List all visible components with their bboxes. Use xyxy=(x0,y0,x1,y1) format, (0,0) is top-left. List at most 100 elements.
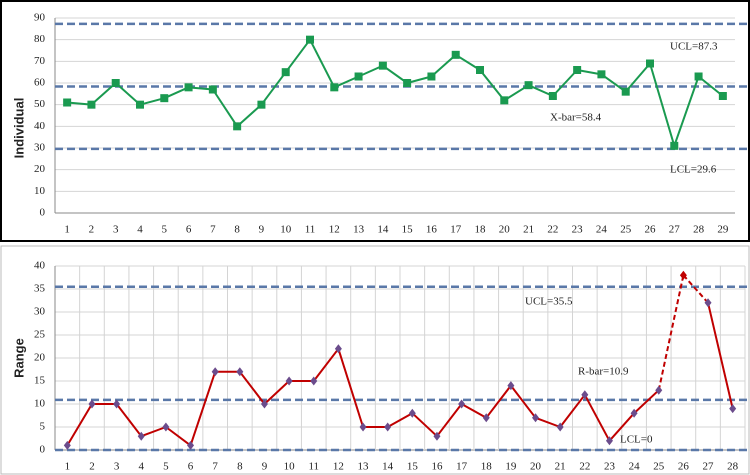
point xyxy=(236,367,244,377)
point xyxy=(334,344,342,354)
line-segment xyxy=(284,39,311,73)
x-tick-label: 20 xyxy=(530,461,542,473)
x-tick-label: 15 xyxy=(402,224,414,236)
point xyxy=(646,59,654,68)
x-tick-label: 15 xyxy=(407,461,419,473)
point xyxy=(285,376,293,386)
control-label: UCL=87.3 xyxy=(670,41,718,53)
line-segment xyxy=(608,412,635,442)
line-segment xyxy=(576,69,602,76)
point xyxy=(359,422,367,432)
y-tick-label: 0 xyxy=(40,444,46,456)
point xyxy=(704,298,712,308)
x-tick-label: 17 xyxy=(456,461,468,473)
point xyxy=(233,122,242,131)
point xyxy=(694,72,703,81)
x-tick-label: 6 xyxy=(186,224,192,236)
point xyxy=(87,100,96,109)
x-tick-label: 16 xyxy=(431,461,443,473)
control-label: UCL=35.5 xyxy=(525,296,573,308)
point xyxy=(573,66,582,74)
point xyxy=(556,422,564,432)
point xyxy=(408,408,416,418)
point xyxy=(451,50,460,59)
line-segment xyxy=(309,39,336,88)
x-tick-label: 10 xyxy=(284,461,296,473)
point xyxy=(621,87,630,96)
point xyxy=(63,440,71,450)
y-tick-label: 5 xyxy=(40,421,46,433)
line-segment xyxy=(236,103,263,128)
line-segment xyxy=(673,76,700,147)
x-tick-label: 7 xyxy=(212,461,218,473)
x-tick-label: 25 xyxy=(620,224,632,236)
point xyxy=(187,440,195,450)
y-tick-label: 90 xyxy=(34,12,46,24)
point xyxy=(162,422,170,432)
line-segment xyxy=(624,62,651,93)
line-segment xyxy=(633,389,660,414)
line-segment xyxy=(139,97,165,106)
line-segment xyxy=(583,394,611,442)
x-tick-label: 19 xyxy=(505,461,517,473)
point xyxy=(476,66,484,74)
x-tick-label: 23 xyxy=(572,224,584,236)
x-tick-label: 13 xyxy=(353,224,365,236)
y-tick-label: 40 xyxy=(34,260,46,272)
point xyxy=(718,92,727,100)
line-segment xyxy=(479,69,506,101)
x-tick-label: 24 xyxy=(596,224,608,236)
point xyxy=(63,98,72,107)
y-tick-label: 0 xyxy=(40,207,46,219)
x-tick-label: 24 xyxy=(629,461,641,473)
point xyxy=(354,72,363,81)
point xyxy=(88,399,96,409)
x-tick-label: 18 xyxy=(481,461,493,473)
line-segment xyxy=(528,84,554,97)
y-tick-label: 40 xyxy=(34,120,46,132)
point xyxy=(655,385,663,395)
y-tick-label: 25 xyxy=(34,329,46,341)
x-tick-label: 14 xyxy=(382,461,394,473)
control-label: LCL=29.6 xyxy=(670,164,717,176)
point xyxy=(482,413,490,423)
line-segment xyxy=(461,403,487,419)
line-segment xyxy=(312,348,340,382)
point xyxy=(597,70,606,79)
line-segment xyxy=(600,73,627,93)
x-tick-label: 5 xyxy=(162,224,168,236)
line-segment xyxy=(163,86,189,100)
x-tick-label: 9 xyxy=(262,461,268,473)
point xyxy=(427,72,436,81)
x-tick-label: 8 xyxy=(237,461,243,473)
x-tick-label: 25 xyxy=(653,461,665,473)
x-tick-label: 3 xyxy=(114,461,120,473)
point xyxy=(378,61,387,70)
x-tick-label: 1 xyxy=(64,224,70,236)
x-tick-label: 4 xyxy=(139,461,145,473)
x-tick-label: 5 xyxy=(163,461,169,473)
x-tick-label: 13 xyxy=(358,461,370,473)
y-tick-label: 10 xyxy=(34,398,46,410)
line-segment xyxy=(510,384,537,419)
point xyxy=(113,399,121,409)
y-tick-label: 50 xyxy=(34,98,46,110)
point xyxy=(384,422,392,432)
point xyxy=(670,141,679,150)
point xyxy=(137,431,145,441)
line-segment xyxy=(485,384,512,419)
point xyxy=(136,100,144,109)
y-tick-label: 10 xyxy=(34,185,46,197)
line-segment xyxy=(535,416,561,428)
line-segment xyxy=(411,412,438,437)
line-segment xyxy=(140,426,167,438)
y-tick-label: 35 xyxy=(34,283,46,295)
point xyxy=(458,399,466,409)
x-tick-label: 22 xyxy=(579,461,590,473)
point xyxy=(306,35,314,44)
x-tick-label: 2 xyxy=(89,224,95,236)
x-tick-label: 27 xyxy=(703,461,715,473)
line-segment xyxy=(430,54,457,78)
line-segment xyxy=(649,63,676,147)
